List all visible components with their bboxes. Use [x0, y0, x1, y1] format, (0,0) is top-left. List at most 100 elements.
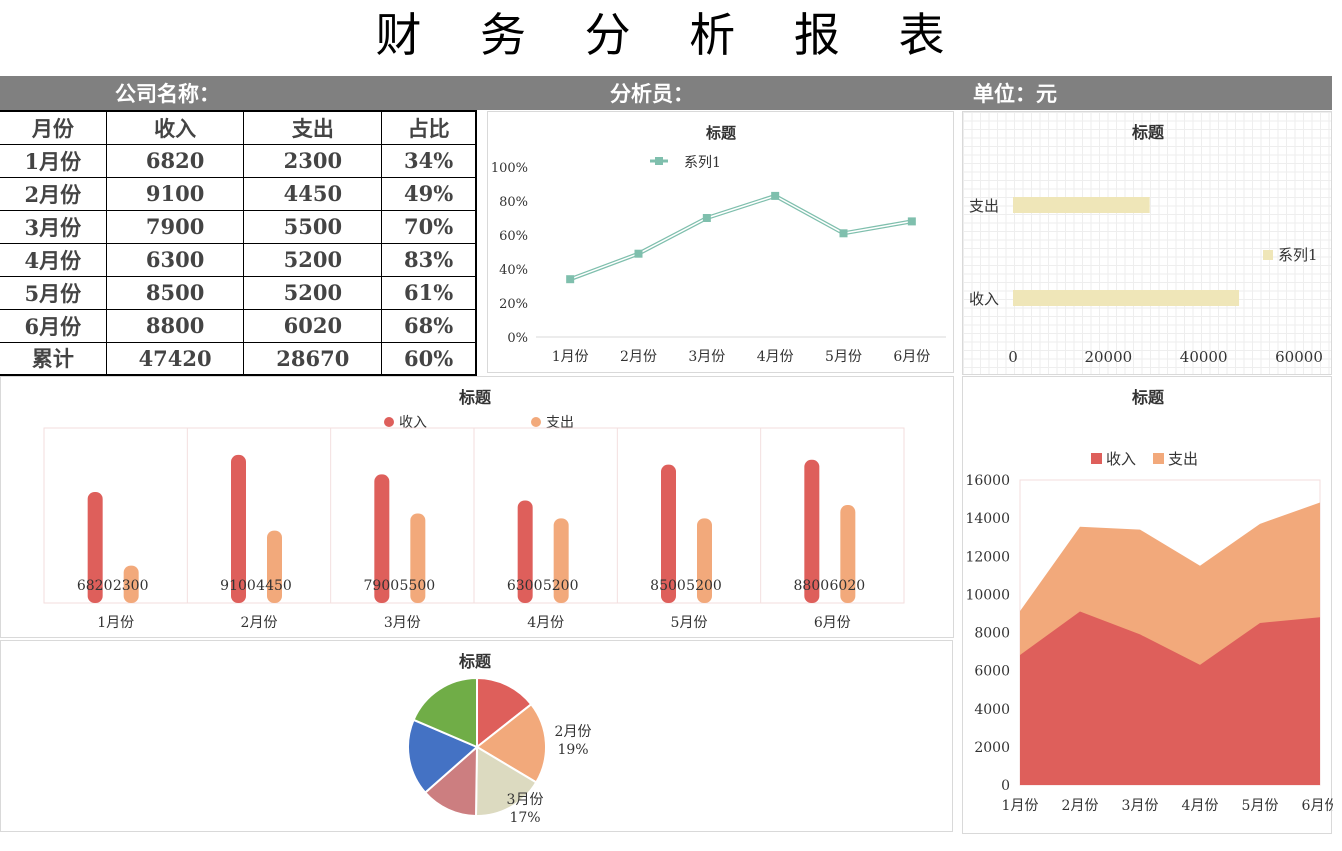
table-cell: 9100: [105, 176, 245, 211]
x-tick-label: 4月份: [527, 615, 564, 631]
x-tick-label: 5月份: [671, 615, 708, 631]
y-tick-label: 60%: [499, 229, 528, 244]
bar: [517, 500, 533, 603]
y-tick-label: 80%: [499, 195, 528, 210]
y-tick-label: 0: [1001, 778, 1010, 794]
legend-marker: [384, 417, 394, 427]
y-tick-label: 0%: [507, 331, 528, 346]
table-cell: 68%: [381, 308, 477, 343]
table-cell: 5500: [243, 209, 383, 244]
table-cell: 6月份: [0, 308, 107, 343]
company-label: 公司名称：: [115, 81, 220, 106]
table-cell: 83%: [381, 242, 477, 277]
report-header-bar: 公司名称： 分析员： 单位：元: [0, 76, 1332, 110]
table-cell: 1月份: [0, 143, 107, 178]
table-cell: 支出: [243, 110, 383, 145]
bar: [410, 513, 426, 603]
table-cell: 4450: [243, 176, 383, 211]
data-label: 6020: [830, 578, 866, 594]
data-label: 5200: [543, 578, 579, 594]
column-chart: 标题 收入 支出 6820 2300 1月份 9100 4450 2月份 7900 5500 3月份 6…: [0, 376, 954, 638]
table-row: 累计 47420 28670 60%: [0, 341, 477, 376]
legend-label: 收入: [399, 415, 427, 431]
x-tick-label: 1月份: [552, 349, 589, 365]
x-tick-label: 60000: [1275, 348, 1323, 366]
data-point: [566, 275, 575, 284]
table-cell: 累计: [0, 341, 107, 376]
pie-chart: 标题 2月份 19% 3月份 17%: [0, 640, 953, 832]
table-cell: 8800: [105, 308, 245, 343]
data-label: 8500: [650, 578, 686, 594]
bar: [123, 565, 139, 603]
page-title: 财 务 分 析 报 表: [375, 8, 967, 62]
data-label: 6300: [507, 578, 543, 594]
table-cell: 7900: [105, 209, 245, 244]
data-label: 5200: [686, 578, 722, 594]
y-tick-label: 4000: [974, 702, 1010, 718]
data-label: 5500: [400, 578, 436, 594]
table-row: 5月份 8500 5200 61%: [0, 275, 477, 310]
table-cell: 收入: [105, 110, 245, 145]
table-cell: 34%: [381, 143, 477, 178]
bar: [1013, 290, 1240, 306]
pie-slice: [412, 676, 478, 749]
series-line: [569, 193, 913, 282]
bar: [661, 464, 676, 603]
data-point: [634, 249, 643, 258]
table-row: 2月份 9100 4450 49%: [0, 176, 477, 211]
bar: [553, 518, 569, 603]
legend-label: 支出: [546, 415, 574, 431]
legend-swatch: [1263, 250, 1273, 260]
x-tick-label: 6月份: [1302, 798, 1333, 814]
table-cell: 6300: [105, 242, 245, 277]
series-line-inner: [569, 195, 912, 280]
x-tick-label: 2月份: [1062, 798, 1099, 814]
table-cell: 3月份: [0, 209, 107, 244]
category-label: 支出: [969, 197, 999, 215]
chart-title: 标题: [1131, 123, 1165, 142]
area-series: [1020, 611, 1320, 785]
data-label: 9100: [220, 578, 256, 594]
table-cell: 47420: [105, 341, 245, 376]
area-chart: 标题 收入 支出 0 2000 4000 6000 8000 10000 12000 14000 16…: [962, 376, 1333, 834]
x-tick-label: 2月份: [620, 349, 657, 365]
table-cell: 2300: [243, 143, 383, 178]
data-table: 月份 收入 支出 占比 1月份 6820 2300 34% 2月份 9100 4450 49% 3月份 7…: [0, 110, 477, 376]
x-tick-label: 3月份: [384, 615, 421, 631]
x-tick-label: 20000: [1084, 348, 1132, 366]
table-cell: 2月份: [0, 176, 107, 211]
x-tick-label: 40000: [1180, 348, 1228, 366]
table-cell: 占比: [381, 110, 477, 145]
table-cell: 5200: [243, 275, 383, 310]
data-label-category: 3月份: [507, 792, 544, 808]
x-tick-label: 4月份: [1182, 798, 1219, 814]
x-tick-label: 6月份: [814, 615, 851, 631]
x-tick-label: 3月份: [1122, 798, 1159, 814]
y-tick-label: 6000: [974, 664, 1010, 680]
x-tick-label: 6月份: [893, 349, 930, 365]
x-tick-label: 5月份: [1242, 798, 1279, 814]
chart-title: 标题: [458, 652, 492, 671]
table-row: 3月份 7900 5500 70%: [0, 209, 477, 244]
data-label: 6820: [77, 578, 113, 594]
table-cell: 5200: [243, 242, 383, 277]
table-cell: 70%: [381, 209, 477, 244]
y-tick-label: 16000: [965, 473, 1010, 489]
data-point: [839, 229, 848, 238]
x-tick-label: 1月份: [97, 615, 134, 631]
bar: [267, 530, 282, 603]
legend-label: 收入: [1106, 450, 1136, 468]
bar: [231, 454, 246, 603]
table-row: 6月份 8800 6020 68%: [0, 308, 477, 343]
x-tick-label: 1月份: [1002, 798, 1039, 814]
data-label: 7900: [364, 578, 400, 594]
data-point: [771, 191, 780, 200]
horizontal-bar-chart: 标题 收入 支出 0 20000 40000 60000 系列1: [962, 111, 1332, 375]
legend-label: 系列1: [684, 155, 721, 171]
table-cell: 4月份: [0, 242, 107, 277]
pie-slice: [476, 676, 533, 750]
y-tick-label: 20%: [499, 297, 528, 312]
category-label: 收入: [969, 290, 999, 308]
chart-title: 标题: [458, 388, 492, 407]
table-cell: 8500: [105, 275, 245, 310]
